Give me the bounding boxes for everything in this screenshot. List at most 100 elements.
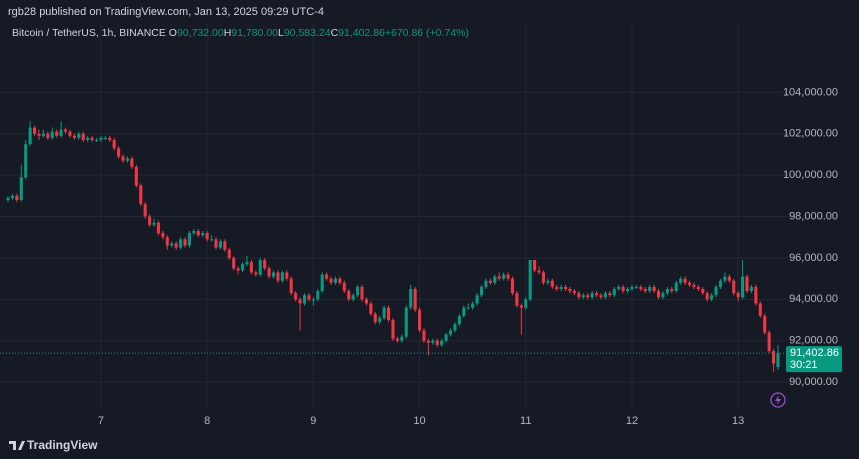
candle-body xyxy=(382,307,386,318)
candle xyxy=(86,135,90,143)
candle xyxy=(50,127,54,140)
candle-body xyxy=(121,156,125,161)
candle xyxy=(404,305,408,339)
candle-body xyxy=(143,204,147,217)
x-tick-label: 8 xyxy=(204,415,210,427)
candle xyxy=(117,146,121,159)
candle xyxy=(506,272,510,281)
candle-body xyxy=(86,137,90,140)
candle xyxy=(161,231,165,240)
candle-body xyxy=(714,286,718,296)
candle-body xyxy=(510,278,515,294)
y-tick-label: 90,000.00 xyxy=(789,376,838,388)
candle xyxy=(440,338,444,347)
candle xyxy=(245,255,249,267)
candle-body xyxy=(502,274,506,279)
candle xyxy=(152,218,156,227)
x-tick-label: 7 xyxy=(98,415,104,427)
candle-body xyxy=(342,282,346,292)
candle xyxy=(431,338,435,345)
candle-body xyxy=(497,276,501,279)
candle-body xyxy=(727,276,731,281)
candle-body xyxy=(77,133,81,138)
candle-body xyxy=(687,282,692,285)
candle-body xyxy=(577,293,581,298)
candle-body xyxy=(6,197,10,200)
candle-body xyxy=(271,272,276,277)
candle-body xyxy=(493,276,497,283)
candle-body xyxy=(161,233,165,238)
candle xyxy=(727,274,731,283)
candle-body xyxy=(599,295,603,298)
candle xyxy=(294,291,298,302)
candle xyxy=(378,315,382,325)
candle-body xyxy=(201,233,205,236)
candle xyxy=(471,301,475,310)
candle xyxy=(741,260,745,300)
candle-body xyxy=(608,293,612,296)
candle-body xyxy=(320,274,324,292)
candle xyxy=(550,278,554,289)
candle xyxy=(236,266,240,275)
last-price-label: 91,402.86 xyxy=(790,347,839,359)
candle-body xyxy=(701,288,705,294)
candle xyxy=(603,291,607,300)
candle-body xyxy=(634,286,638,288)
candle xyxy=(457,313,461,327)
candle xyxy=(758,301,762,318)
ohlc-value: 90,583.24 xyxy=(284,27,331,39)
candle xyxy=(683,276,687,285)
candle-body xyxy=(528,260,532,300)
y-tick-label: 96,000.00 xyxy=(789,252,838,264)
candle xyxy=(55,129,59,138)
candle-body xyxy=(55,131,59,136)
ohlc-value: 90,732.00 xyxy=(177,27,224,39)
candle xyxy=(373,311,377,325)
candle xyxy=(475,293,479,306)
candle xyxy=(267,266,271,279)
candle-body xyxy=(524,299,528,308)
candle xyxy=(174,241,178,250)
candle xyxy=(648,284,652,294)
candle-body xyxy=(205,233,209,240)
candle xyxy=(183,237,187,248)
candle xyxy=(6,195,10,203)
candle-body xyxy=(648,286,652,292)
candle xyxy=(564,284,568,292)
candle xyxy=(320,272,324,294)
candle-body xyxy=(718,280,723,287)
lightning-icon xyxy=(770,392,786,408)
candle xyxy=(608,291,612,298)
candle xyxy=(192,228,196,236)
candle-body xyxy=(210,239,214,241)
candle xyxy=(572,288,576,296)
candle-body xyxy=(440,340,444,345)
y-tick-label: 102,000.00 xyxy=(783,128,838,140)
candle-body xyxy=(37,133,41,136)
y-tick-label: 98,000.00 xyxy=(789,210,838,222)
candle xyxy=(656,288,661,300)
x-tick-label: 10 xyxy=(413,415,425,427)
candle-body xyxy=(444,334,448,341)
candle xyxy=(696,284,700,292)
candle xyxy=(139,183,143,207)
candle-body xyxy=(723,276,727,281)
candle-body xyxy=(196,231,200,236)
candle-body xyxy=(696,286,700,289)
ohlc-label: C xyxy=(331,27,339,39)
candle-body xyxy=(550,280,554,287)
candle-body xyxy=(130,158,134,167)
logo-text: TradingView xyxy=(27,438,98,452)
candle-body xyxy=(754,286,758,304)
candle-body xyxy=(307,295,311,300)
ohlc-label: O xyxy=(169,27,177,39)
candle-body xyxy=(404,307,408,337)
candle xyxy=(143,202,147,219)
candle-body xyxy=(170,243,174,246)
candle xyxy=(37,129,41,140)
candle xyxy=(307,293,311,302)
candle-body xyxy=(81,133,85,140)
candle xyxy=(674,280,678,294)
candle xyxy=(108,135,112,143)
candle-body xyxy=(387,307,391,321)
